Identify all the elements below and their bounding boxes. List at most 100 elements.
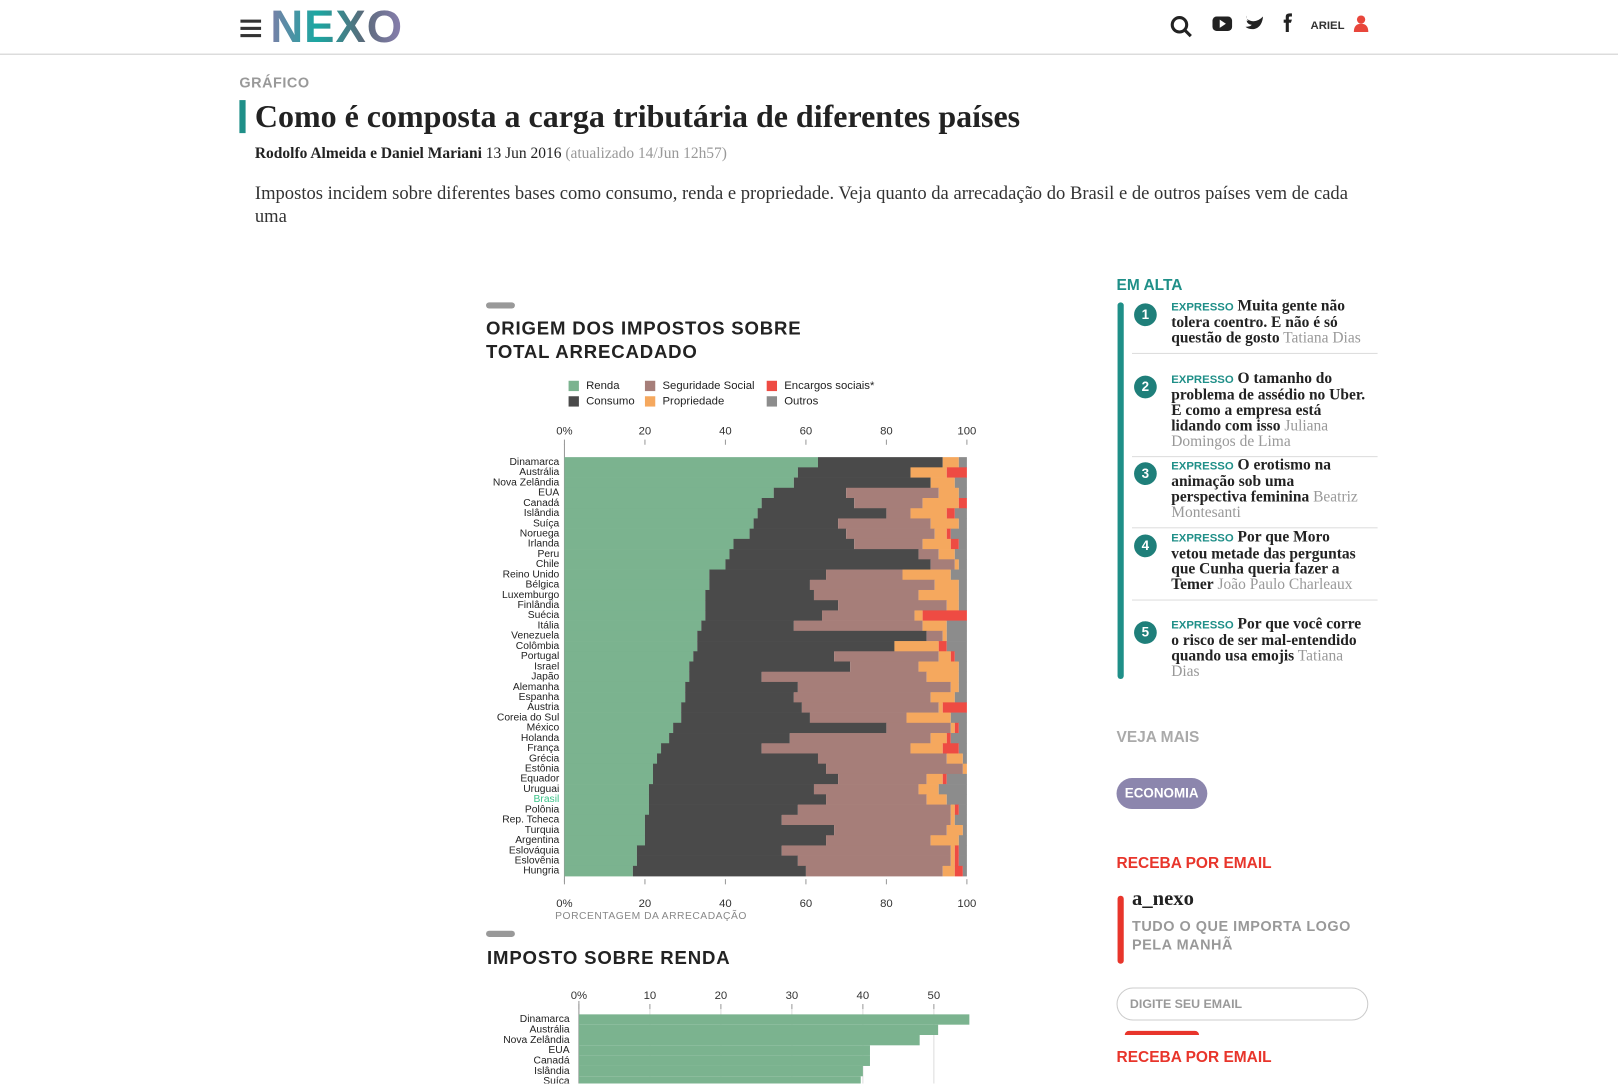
bar-segment [669,733,790,744]
header-border [0,53,1618,55]
trending-item[interactable]: 3 EXPRESSO O erotismo na animação sob uma… [1131,457,1378,529]
bar-segment [926,630,943,642]
trending-item[interactable]: 5 EXPRESSO Por que você corre o risco de … [1132,617,1378,686]
bar-segment [954,814,967,826]
bar-segment [918,589,959,601]
bar-segment [938,702,943,713]
bar-segment [962,763,967,775]
logo[interactable]: NEXO [270,1,403,52]
bar-segment [689,661,851,673]
item-author: João Paulo Charleaux [1217,576,1353,594]
subscribe-button[interactable] [1124,1030,1200,1035]
bar-segment [564,651,694,662]
bar-segment [950,804,955,816]
search-icon[interactable] [1170,15,1192,38]
y-tick-label: Islândia [534,1066,570,1077]
see-more[interactable]: VEJA MAIS [1116,728,1200,747]
bar [578,1024,939,1035]
tag-pill[interactable]: ECONOMIA [1116,778,1207,810]
item-author: Tatiana Dias [1171,648,1344,681]
bar-segment [685,692,794,703]
trending-title: EM ALTA [1116,276,1183,295]
user-icon[interactable] [1353,15,1369,32]
bar-segment [564,641,698,652]
bar-segment [648,784,814,795]
authors[interactable]: Rodolfo Almeida e Daniel Mariani [254,145,482,163]
user-name[interactable]: ARIEL [1311,20,1345,32]
twitter-icon[interactable] [1245,15,1264,30]
item-author: Beatriz Montesanti [1171,489,1358,522]
trending-item[interactable]: 1 EXPRESSO Muita gente não tolera coentro… [1131,298,1378,354]
lead: Impostos incidem sobre diferentes bases … [254,182,1348,226]
bar-segment [797,681,951,693]
legend-label: Consumo [586,395,635,407]
menu-button[interactable] [240,19,262,38]
item-title[interactable]: O tamanho do problema de assédio no Uber… [1171,370,1366,435]
bar-segment [930,733,947,744]
legend-swatch [568,396,579,407]
bar-segment [918,784,939,795]
bar-segment [757,508,887,519]
bar-segment [958,579,967,591]
bar-segment [918,661,959,673]
bar-segment [954,508,967,519]
bar-segment [930,559,955,570]
item-title[interactable]: O erotismo na animação sob uma perspecti… [1171,457,1331,506]
youtube-icon[interactable] [1212,16,1233,31]
bar-segment [564,702,682,713]
x-tick-label: 0% [556,425,572,437]
bar-segment [636,855,798,867]
bar-segment [564,477,794,489]
item-title[interactable]: Muita gente não tolera coentro. E não é … [1171,298,1346,347]
bar-segment [797,855,951,867]
facebook-icon[interactable] [1283,13,1292,32]
bar-segment [950,845,955,856]
bar-segment [564,600,706,611]
bar [578,1034,920,1046]
byline: Rodolfo Almeida e Daniel Mariani 13 Jun … [255,145,727,163]
bar-segment [914,610,923,621]
bar-segment [632,865,806,877]
bar-segment [644,824,835,836]
y-tick-label: Finlândia [517,600,559,611]
y-tick-label: Canadá [534,1056,570,1067]
bar-segment [826,794,927,805]
trending-item[interactable]: 2 EXPRESSO O tamanho do problema de asséd… [1131,370,1378,458]
chart-title: IMPOSTO SOBRE RENDA [487,947,731,968]
bar-segment [922,498,959,509]
y-tick-label: Peru [538,549,560,560]
x-tick-label: 20 [639,898,652,910]
bar-segment [958,538,967,550]
y-tick-label: EUA [548,1045,569,1056]
y-tick-label: Eslovênia [515,855,560,866]
bar-segment [950,733,967,744]
bar-segment [652,763,827,775]
y-tick-label: Turquia [525,825,560,836]
bar [578,1045,870,1056]
y-tick-label: Coreia do Sul [497,712,559,723]
y-tick-label: Japão [531,672,559,683]
rank: 4 [1134,534,1157,558]
x-tick-label: 40 [857,990,870,1002]
bar-segment [962,865,967,877]
bar-segment [564,579,710,591]
item-title[interactable]: Por que Moro vetou metade das perguntas … [1171,529,1356,594]
bar-segment [854,498,923,509]
bar-segment [564,773,653,785]
bar-segment [564,457,818,468]
item-tag: EXPRESSO [1171,532,1234,545]
y-tick-label: México [527,723,560,734]
item-tag: EXPRESSO [1171,373,1234,386]
x-tick-label: 80 [880,898,893,910]
bar-segment [564,681,686,693]
newsletter-title: RECEBA POR EMAIL [1116,1048,1272,1066]
bar-segment [958,661,967,673]
trending-item[interactable]: 4 EXPRESSO Por que Moro vetou metade das … [1131,529,1378,601]
bar-segment [938,487,959,499]
bar-segment [813,589,919,601]
x-tick-label: 10 [644,990,657,1002]
email-input[interactable]: DIGITE SEU EMAIL [1116,987,1369,1021]
bar-segment [793,692,931,703]
y-tick-label: Canadá [523,498,559,509]
item-title[interactable]: Por que você corre o risco de ser mal-en… [1171,616,1362,665]
